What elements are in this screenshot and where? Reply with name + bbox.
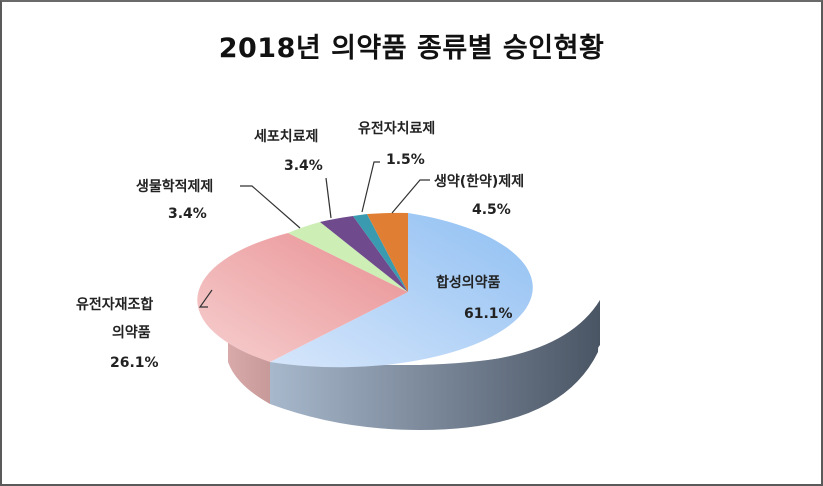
slice-biologic bbox=[288, 222, 408, 292]
label-herbal-name: 생약(한약)제제 bbox=[434, 174, 525, 190]
label-recomb-name: 유전자재조합 bbox=[76, 297, 154, 313]
chart-title: 2018년 의약품 종류별 승인현황 bbox=[218, 33, 605, 64]
label-herbal-pct: 4.5% bbox=[472, 202, 511, 218]
slice-recombinant bbox=[197, 233, 408, 362]
label-recomb-name2: 의약품 bbox=[112, 325, 151, 341]
leader-lines bbox=[198, 161, 430, 308]
label-synthetic-pct: 61.1% bbox=[464, 306, 513, 322]
label-gene-pct: 1.5% bbox=[386, 152, 425, 168]
label-biologic-name: 생물학적제제 bbox=[136, 179, 214, 195]
pie-side-blue-2 bbox=[270, 300, 600, 430]
slice-synthetic bbox=[270, 213, 533, 368]
label-cell-pct: 3.4% bbox=[284, 158, 323, 174]
label-gene-name: 유전자치료제 bbox=[358, 121, 436, 137]
slice-herbal bbox=[367, 212, 408, 292]
slice-cell bbox=[320, 216, 408, 292]
label-cell-name: 세포치료제 bbox=[254, 129, 319, 145]
slice-gene bbox=[353, 214, 408, 292]
label-biologic-pct: 3.4% bbox=[168, 206, 207, 222]
label-synthetic-name: 합성의약품 bbox=[436, 275, 501, 291]
label-recomb-pct: 26.1% bbox=[110, 355, 159, 371]
